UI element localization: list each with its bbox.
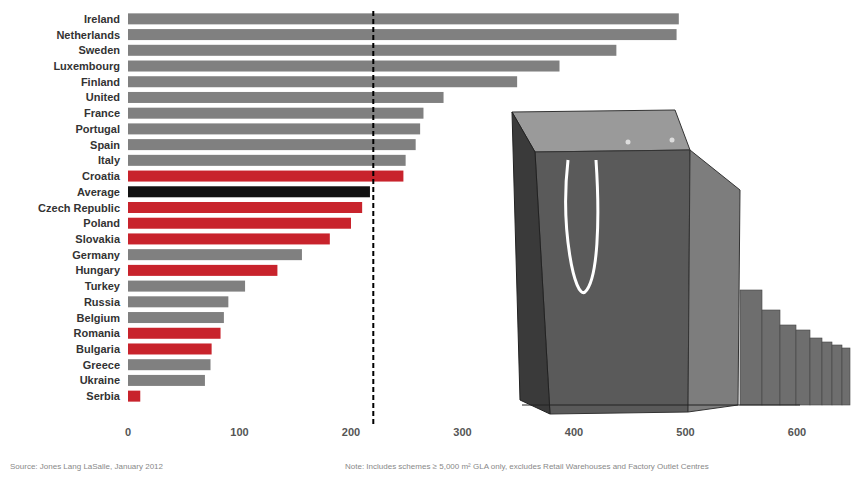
source: Source: Jones Lang LaSalle, January 2012 xyxy=(10,462,164,471)
category-label: Croatia xyxy=(82,170,121,182)
tick-label: 300 xyxy=(453,426,471,438)
bar xyxy=(128,218,351,229)
bar xyxy=(128,202,362,213)
bag-step xyxy=(780,325,796,405)
category-label: Average xyxy=(77,186,120,198)
category-label: Luxembourg xyxy=(53,60,120,72)
bag-step xyxy=(762,310,780,405)
bar xyxy=(128,312,224,323)
category-label: United xyxy=(86,91,120,103)
bar xyxy=(128,29,677,40)
bar xyxy=(128,108,423,119)
bag-baseline xyxy=(522,405,800,406)
category-label: Finland xyxy=(81,76,120,88)
category-label: France xyxy=(84,107,120,119)
category-label: Belgium xyxy=(77,312,121,324)
category-label: Hungary xyxy=(75,264,121,276)
category-label: Netherlands xyxy=(56,29,120,41)
tick-label: 100 xyxy=(230,426,248,438)
bar xyxy=(128,45,616,56)
bar xyxy=(128,281,245,292)
bag-front xyxy=(535,150,690,414)
bar xyxy=(128,391,140,402)
bar xyxy=(128,375,205,386)
category-label: Italy xyxy=(98,154,121,166)
note: Note: Includes schemes ≥ 5,000 m² GLA on… xyxy=(345,462,709,471)
bar xyxy=(128,123,420,134)
category-label: Ireland xyxy=(84,13,120,25)
category-label: Portugal xyxy=(75,123,120,135)
bar xyxy=(128,328,221,339)
tick-label: 400 xyxy=(565,426,583,438)
bag-hole xyxy=(626,140,631,145)
shopping-bag xyxy=(512,110,850,414)
bag-step xyxy=(842,348,850,405)
bag-step xyxy=(822,342,832,405)
bar xyxy=(128,249,302,260)
bar xyxy=(128,171,403,182)
category-labels: Ireland Netherlands Sweden Luxembourg Finlan… xyxy=(38,13,121,402)
bag-top xyxy=(512,110,690,152)
category-label: Czech Republic xyxy=(38,202,120,214)
bar xyxy=(128,76,517,87)
bar xyxy=(128,265,277,276)
bar xyxy=(128,186,370,197)
category-label: Turkey xyxy=(85,280,121,292)
bar xyxy=(128,296,228,307)
bag-step xyxy=(810,338,822,405)
category-label: Sweden xyxy=(78,44,120,56)
category-label: Russia xyxy=(84,296,121,308)
reference-line xyxy=(372,11,374,424)
tick-label: 200 xyxy=(342,426,360,438)
bag-hole xyxy=(670,138,675,143)
bag-step xyxy=(832,345,842,405)
category-label: Poland xyxy=(83,217,120,229)
tick-label: 600 xyxy=(788,426,806,438)
tick-label: 0 xyxy=(125,426,131,438)
chart: Ireland Netherlands Sweden Luxembourg Finlan… xyxy=(0,0,858,477)
category-label: Serbia xyxy=(86,390,121,402)
tick-label: 500 xyxy=(676,426,694,438)
bars xyxy=(128,13,679,401)
category-label: Romania xyxy=(74,327,121,339)
category-label: Slovakia xyxy=(75,233,121,245)
category-label: Bulgaria xyxy=(76,343,121,355)
category-label: Greece xyxy=(83,359,120,371)
bar xyxy=(128,61,560,72)
bar xyxy=(128,233,330,244)
bar xyxy=(128,359,211,370)
bar xyxy=(128,155,406,166)
bar xyxy=(128,92,444,103)
bar xyxy=(128,13,679,24)
bag-side xyxy=(512,112,550,414)
bag-handle xyxy=(566,160,598,293)
bar xyxy=(128,343,212,354)
category-label: Ukraine xyxy=(80,374,120,386)
bag-step xyxy=(796,330,810,405)
category-label: Germany xyxy=(72,249,121,261)
bag-gusset xyxy=(688,150,740,412)
bag-step xyxy=(740,290,762,405)
category-label: Spain xyxy=(90,139,120,151)
